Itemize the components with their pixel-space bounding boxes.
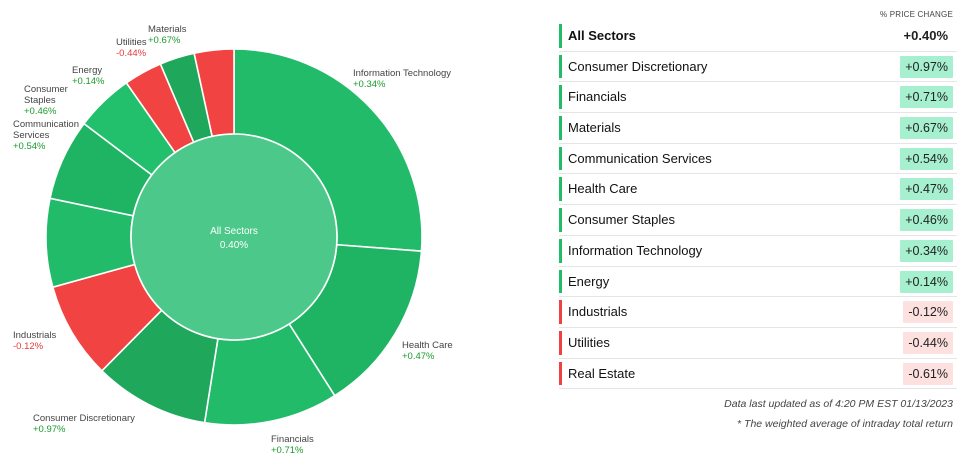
donut-center	[130, 133, 338, 341]
row-indicator-bar	[559, 208, 562, 232]
table-row[interactable]: Materials +0.67%	[559, 113, 957, 144]
slice-label-value: +0.14%	[72, 76, 105, 87]
slice-label: Consumer Staples +0.46%	[24, 84, 68, 117]
row-name: Industrials	[568, 304, 628, 320]
slice-label: Information Technology +0.34%	[353, 68, 451, 90]
row-name: Real Estate	[568, 365, 636, 381]
row-value-badge: +0.47%	[900, 178, 953, 201]
row-indicator-bar	[559, 85, 562, 110]
slice-label-value: +0.47%	[402, 351, 435, 362]
slice-label: Health Care +0.47%	[402, 340, 453, 362]
row-name: Consumer Discretionary	[568, 58, 708, 74]
slice-label: Utilities -0.44%	[116, 37, 147, 59]
row-value-badge: +0.97%	[900, 55, 953, 78]
donut-center-label: All Sectors	[210, 226, 258, 237]
row-value: +0.40%	[903, 28, 948, 43]
row-name: Communication Services	[568, 150, 712, 166]
row-name: Materials	[568, 120, 621, 136]
donut-center-value: 0.40%	[220, 240, 248, 251]
row-indicator-bar	[559, 300, 562, 324]
row-value-badge: -0.12%	[903, 301, 953, 324]
slice-label-value: +0.97%	[33, 424, 66, 435]
row-indicator-bar	[559, 116, 562, 140]
slice-label-name: Industrials	[13, 330, 57, 341]
slice-label: Communication Services +0.54%	[13, 119, 79, 152]
slice-label-name: Services	[13, 130, 50, 141]
slice-label-value: +0.54%	[13, 141, 46, 152]
slice-label-name: Information Technology	[353, 68, 451, 79]
row-indicator-bar	[559, 269, 562, 294]
slice-label-name: Communication	[13, 119, 79, 130]
row-value-badge: +0.14%	[900, 270, 953, 293]
slice-label-name: Materials	[148, 24, 187, 35]
row-name: All Sectors	[568, 28, 636, 43]
slice-label: Consumer Discretionary +0.97%	[33, 413, 135, 435]
slice-label: Financials +0.71%	[271, 434, 314, 456]
row-name: Health Care	[568, 181, 638, 197]
table-row[interactable]: Real Estate -0.61%	[559, 359, 957, 390]
row-indicator-bar	[559, 330, 562, 355]
table-row[interactable]: Consumer Staples +0.46%	[559, 205, 957, 236]
table-row[interactable]: Industrials -0.12%	[559, 297, 957, 328]
table-row-all-sectors[interactable]: All Sectors +0.40%	[559, 21, 957, 52]
table-row[interactable]: Information Technology +0.34%	[559, 236, 957, 267]
row-indicator-bar	[559, 238, 562, 263]
column-header-price-change: % PRICE CHANGE	[879, 10, 953, 19]
row-name: Energy	[568, 273, 610, 289]
footnote-text: * The weighted average of intraday total…	[737, 418, 953, 430]
row-indicator-bar	[559, 177, 562, 202]
row-value-badge: +0.54%	[900, 147, 953, 170]
table-row[interactable]: Utilities -0.44%	[559, 328, 957, 359]
slice-label-value: -0.12%	[13, 341, 44, 352]
table-row[interactable]: Financials +0.71%	[559, 82, 957, 114]
table-row[interactable]: Communication Services +0.54%	[559, 144, 957, 175]
slice-label-name: Consumer Discretionary	[33, 413, 135, 424]
row-name: Consumer Staples	[568, 212, 675, 228]
slice-label-name: Financials	[271, 434, 314, 445]
slice-label-name: Energy	[72, 65, 102, 76]
row-name: Utilities	[568, 334, 610, 350]
slice-label-name: Staples	[24, 95, 56, 106]
row-indicator-bar	[559, 146, 562, 171]
row-value-badge: +0.46%	[900, 209, 953, 232]
slice-label-value: +0.67%	[148, 35, 181, 46]
table-row[interactable]: Energy +0.14%	[559, 267, 957, 298]
slice-label: Materials +0.67%	[148, 24, 187, 46]
table-row[interactable]: Consumer Discretionary +0.97%	[559, 52, 957, 83]
last-updated-text: Data last updated as of 4:20 PM EST 01/1…	[724, 398, 953, 410]
slice-label-value: +0.71%	[271, 445, 304, 456]
slice-label-value: +0.46%	[24, 106, 57, 117]
row-value-badge: -0.61%	[903, 362, 953, 385]
row-indicator-bar	[559, 54, 562, 79]
row-name: Information Technology	[568, 242, 703, 258]
row-indicator-bar	[559, 361, 562, 386]
slice-label-name: Utilities	[116, 37, 147, 48]
table-row[interactable]: Health Care +0.47%	[559, 174, 957, 206]
slice-label-name: Consumer	[24, 84, 68, 95]
row-value-badge: +0.34%	[900, 239, 953, 262]
row-value-badge: -0.44%	[903, 331, 953, 354]
row-name: Financials	[568, 89, 627, 105]
row-value-badge: +0.71%	[900, 86, 953, 109]
slice-label: Energy +0.14%	[72, 65, 105, 87]
slice-label-name: Health Care	[402, 340, 453, 351]
slice-label-value: -0.44%	[116, 48, 147, 59]
row-value-badge: +0.67%	[900, 117, 953, 140]
row-indicator-bar	[559, 24, 562, 48]
slice-label: Industrials -0.12%	[13, 330, 57, 352]
sector-donut-chart: All Sectors 0.40% Information Technology…	[13, 24, 453, 456]
slice-label-value: +0.34%	[353, 79, 386, 90]
